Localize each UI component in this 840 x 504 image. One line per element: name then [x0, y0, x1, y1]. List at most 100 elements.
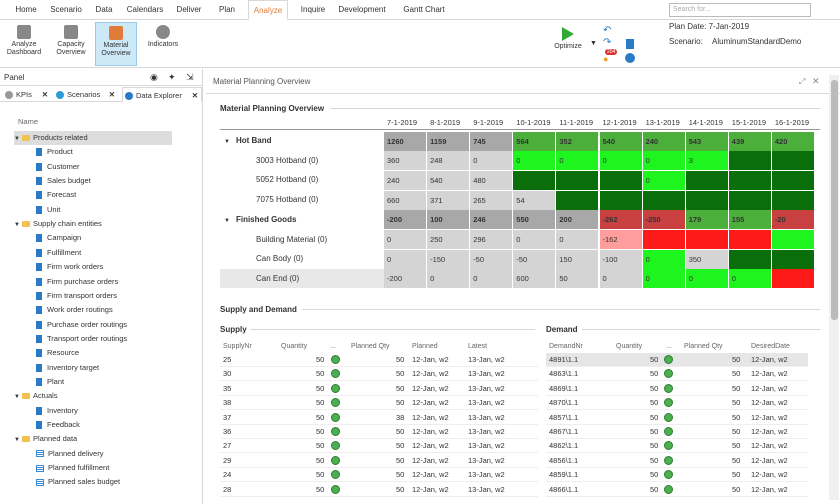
grid-cell[interactable]: 0: [384, 249, 427, 269]
grid-cell[interactable]: -262: [599, 210, 642, 230]
grid-cell[interactable]: [771, 249, 814, 269]
grid-cell[interactable]: 1159: [427, 131, 470, 151]
menu-tab-home[interactable]: Home: [15, 5, 37, 14]
undo-icon[interactable]: ↶: [603, 25, 612, 36]
grid-row-label[interactable]: ▼ Finished Goods: [224, 210, 296, 229]
demand-cell[interactable]: 50: [650, 427, 659, 436]
demand-cell[interactable]: 50: [732, 441, 741, 451]
demand-cell[interactable]: 50: [732, 427, 741, 436]
tree-item-unit[interactable]: Unit: [36, 203, 172, 217]
supply-cell[interactable]: 50: [316, 412, 325, 422]
demand-row[interactable]: [546, 380, 808, 382]
supply-cell[interactable]: 50: [316, 484, 325, 494]
expand-arrow-icon[interactable]: ▼: [14, 222, 20, 229]
demand-row[interactable]: [546, 481, 808, 483]
tree-item-resource[interactable]: Resource: [36, 346, 172, 360]
grid-cell[interactable]: 54: [513, 190, 556, 210]
grid-cell[interactable]: 420: [771, 131, 814, 151]
demand-cell[interactable]: 4866\1.1: [549, 484, 579, 494]
grid-cell[interactable]: 371: [427, 190, 470, 210]
grid-cell[interactable]: [728, 230, 771, 249]
supply-cell[interactable]: 50: [316, 470, 325, 480]
demand-cell[interactable]: 4859\1.1: [549, 470, 579, 480]
supply-cell[interactable]: 27: [223, 441, 232, 451]
grid-cell[interactable]: [599, 190, 642, 210]
supply-header[interactable]: Planned Qty: [351, 343, 390, 350]
demand-cell[interactable]: 50: [732, 369, 741, 379]
demand-row[interactable]: [546, 452, 808, 454]
tree-item-firm-transport-orders[interactable]: Firm transport orders: [36, 289, 172, 303]
demand-cell[interactable]: 12-Jan, w2: [751, 355, 788, 364]
search-input[interactable]: Search for...: [669, 3, 811, 17]
supply-cell[interactable]: 50: [316, 383, 325, 393]
collapse-icon[interactable]: ⇲: [186, 72, 194, 82]
supply-cell[interactable]: 13-Jan, w2: [468, 455, 505, 465]
demand-cell[interactable]: 4857\1.1: [549, 412, 579, 422]
grid-cell[interactable]: 543: [685, 131, 728, 151]
tree-item-sales-budget[interactable]: Sales budget: [36, 174, 172, 188]
grid-cell[interactable]: 360: [384, 151, 427, 171]
grid-cell[interactable]: [685, 190, 728, 210]
menu-tab-deliver[interactable]: Deliver: [176, 5, 202, 14]
grid-cell[interactable]: 0: [513, 230, 556, 249]
demand-row[interactable]: [546, 466, 808, 468]
grid-cell[interactable]: [771, 269, 814, 289]
demand-cell[interactable]: 12-Jan, w2: [751, 484, 788, 494]
grid-cell[interactable]: -250: [642, 210, 685, 230]
grid-cell[interactable]: [771, 190, 814, 210]
grid-cell[interactable]: -200: [384, 210, 427, 230]
demand-cell[interactable]: 4867\1.1: [549, 427, 579, 436]
grid-cell[interactable]: 550: [513, 210, 556, 230]
demand-cell[interactable]: 50: [732, 355, 741, 364]
demand-cell[interactable]: 4869\1.1: [549, 383, 579, 393]
grid-cell[interactable]: 265: [470, 190, 513, 210]
supply-row[interactable]: [220, 394, 538, 396]
panel-tab-scenarios[interactable]: Scenarios ✕: [54, 87, 118, 102]
grid-cell[interactable]: 0: [728, 269, 771, 289]
grid-cell[interactable]: -50: [513, 249, 556, 269]
demand-cell[interactable]: 4862\1.1: [549, 441, 579, 451]
supply-cell[interactable]: 12-Jan, w2: [412, 383, 449, 393]
grid-cell[interactable]: 50: [556, 269, 599, 289]
grid-cell[interactable]: 0: [642, 269, 685, 289]
supply-header[interactable]: Latest: [468, 343, 488, 350]
grid-cell[interactable]: 296: [470, 230, 513, 249]
grid-cell[interactable]: [728, 190, 771, 210]
ribbon-analyze-dashboard-button[interactable]: Analyze Dashboard: [3, 22, 45, 66]
menu-tab-scenario[interactable]: Scenario: [50, 5, 82, 14]
supply-row[interactable]: [220, 452, 538, 454]
grid-cell[interactable]: [642, 230, 685, 249]
supply-cell[interactable]: 13-Jan, w2: [468, 355, 505, 364]
demand-cell[interactable]: 50: [650, 383, 659, 393]
grid-cell[interactable]: [685, 230, 728, 249]
book-icon[interactable]: [626, 39, 634, 49]
close-icon[interactable]: ✕: [191, 91, 198, 100]
grid-cell[interactable]: 0: [556, 230, 599, 249]
close-icon[interactable]: ✕: [41, 90, 48, 99]
menu-tab-plan[interactable]: Plan: [218, 5, 235, 14]
menu-tab-development[interactable]: Development: [338, 5, 386, 14]
demand-cell[interactable]: 50: [650, 355, 659, 364]
supply-header[interactable]: SupplyNr: [223, 343, 252, 350]
menu-tab-inquire[interactable]: Inquire: [300, 5, 326, 14]
grid-cell[interactable]: 1260: [384, 131, 427, 151]
grid-cell[interactable]: 0: [599, 269, 642, 289]
demand-row[interactable]: [546, 423, 808, 425]
demand-cell[interactable]: 12-Jan, w2: [751, 455, 788, 465]
grid-cell[interactable]: [728, 249, 771, 269]
demand-cell[interactable]: 4863\1.1: [549, 369, 579, 379]
demand-cell[interactable]: 12-Jan, w2: [751, 398, 788, 408]
demand-header[interactable]: DesiredDate: [751, 343, 790, 350]
supply-cell[interactable]: 12-Jan, w2: [412, 455, 449, 465]
ribbon-capacity-overview-button[interactable]: Capacity Overview: [51, 22, 91, 66]
tree-item-inventory[interactable]: Inventory: [36, 404, 172, 418]
grid-cell[interactable]: 0: [556, 151, 599, 171]
expand-arrow-icon[interactable]: ▼: [224, 139, 230, 145]
supply-cell[interactable]: 13-Jan, w2: [468, 484, 505, 494]
grid-cell[interactable]: 200: [556, 210, 599, 230]
tree-item-transport-order-routings[interactable]: Transport order routings: [36, 332, 172, 346]
grid-cell[interactable]: 350: [685, 249, 728, 269]
grid-cell[interactable]: -150: [427, 249, 470, 269]
supply-cell[interactable]: 13-Jan, w2: [468, 398, 505, 408]
grid-cell[interactable]: [642, 190, 685, 210]
